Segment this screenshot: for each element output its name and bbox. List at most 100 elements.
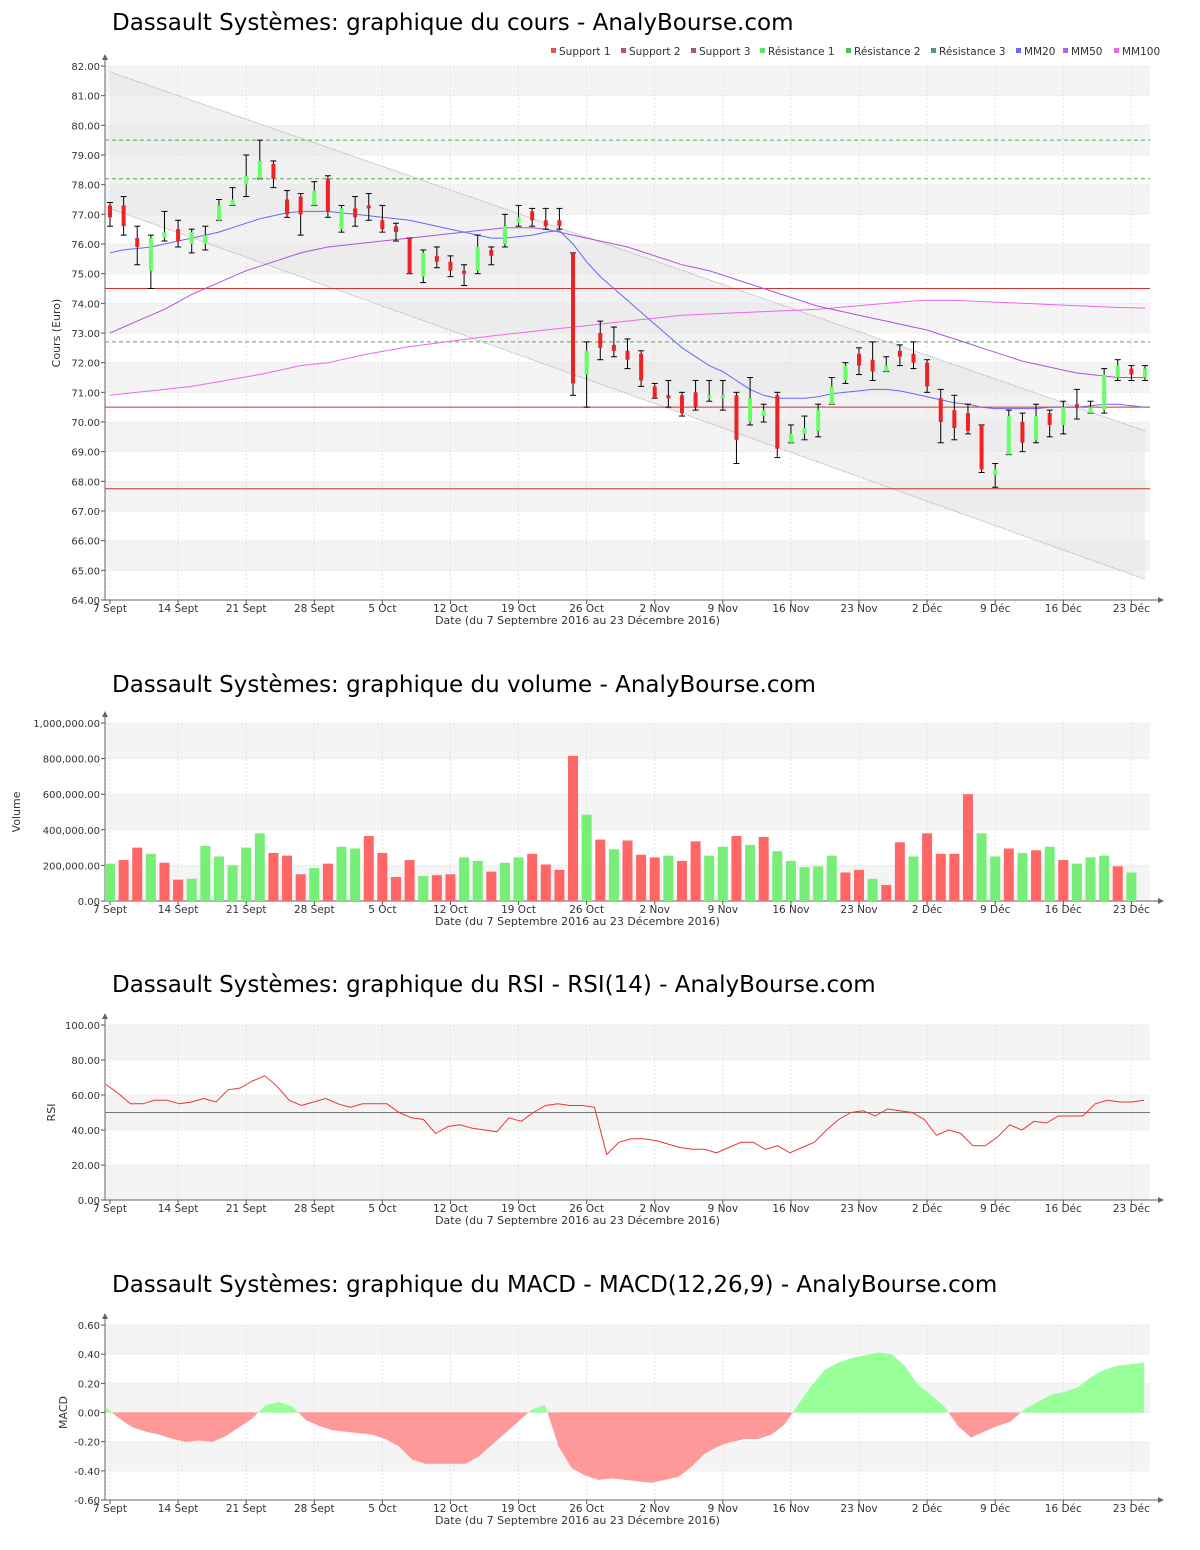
candle-body (407, 238, 412, 274)
macd-area-segment (451, 1412, 466, 1464)
candle (175, 219, 182, 248)
candle-body (625, 350, 630, 360)
macd-area-segment (238, 1412, 253, 1428)
candle-body (1074, 404, 1079, 408)
volume-bar (717, 846, 728, 901)
y-tick-label: 79.00 (71, 151, 100, 162)
legend-entry: MM100 (1122, 46, 1160, 58)
volume-bar (935, 853, 946, 901)
y-tick-label: 0.60 (78, 1321, 100, 1332)
volume-bar (118, 860, 129, 901)
candle (678, 391, 685, 417)
volume-bar (431, 875, 442, 901)
trend-channel-lower (109, 207, 1146, 580)
rsi-chart-title: Dassault Systèmes: graphique du RSI - RS… (112, 972, 876, 998)
macd-area-segment (258, 1405, 266, 1413)
x-tick-label: 7 Sept (93, 1203, 127, 1215)
candle-body (802, 427, 807, 434)
legend-entry: MM20 (1024, 46, 1055, 58)
candle (284, 190, 291, 218)
candle (706, 379, 713, 402)
x-axis-title: Date (du 7 Septembre 2016 au 23 Décembre… (435, 1514, 720, 1527)
x-tick-label: 28 Sept (294, 904, 335, 916)
volume-bar (268, 852, 279, 901)
y-tick-label: 800,000.00 (43, 755, 100, 766)
x-axis-title: Date (du 7 Septembre 2016 au 23 Décembre… (435, 1214, 720, 1227)
candle (869, 341, 876, 381)
volume-bar (159, 862, 170, 901)
candle (352, 196, 359, 227)
macd-area-segment (252, 1412, 259, 1419)
y-tick-label: 81.00 (71, 92, 100, 103)
x-tick-label: 2 Nov (639, 603, 670, 615)
legend-entry: Résistance 1 (768, 46, 835, 58)
volume-bar (608, 849, 619, 901)
volume-bar (1112, 866, 1123, 901)
volume-bar (772, 851, 783, 901)
x-tick-label: 9 Déc (980, 1203, 1011, 1215)
candle-body (353, 208, 358, 218)
x-tick-label: 12 Oct (433, 603, 468, 615)
candle-body (611, 344, 616, 351)
background-band (105, 1383, 1150, 1413)
y-tick-label: 72.00 (71, 359, 100, 370)
macd-area-segment (331, 1412, 346, 1432)
candle-body (121, 205, 126, 227)
candle-body (897, 350, 902, 357)
x-tick-label: 28 Sept (294, 1203, 335, 1215)
macd-area-segment (948, 1412, 958, 1426)
volume-bar (908, 856, 919, 901)
y-tick-label: 68.00 (71, 477, 100, 488)
candle-body (325, 178, 330, 212)
x-axis-title: Date (du 7 Septembre 2016 au 23 Décembre… (435, 915, 720, 928)
macd-area-segment (518, 1412, 529, 1422)
legend-entry: Support 1 (559, 46, 611, 58)
volume-bar (200, 845, 211, 901)
macd-area-segment (1077, 1376, 1092, 1413)
volume-bar (826, 855, 837, 901)
y-tick-label: 0.00 (78, 897, 100, 908)
volume-bar (867, 878, 878, 901)
candle-body (598, 333, 603, 348)
x-tick-label: 23 Déc (1113, 1503, 1150, 1515)
volume-bar (336, 846, 347, 901)
volume-bar (922, 833, 933, 901)
macd-area-segment (598, 1412, 612, 1480)
y-tick-label: 40.00 (71, 1126, 100, 1137)
y-tick-label: 0.20 (78, 1379, 100, 1390)
legend-entry: Résistance 3 (939, 46, 1006, 58)
candle (638, 350, 645, 387)
candle (1101, 368, 1108, 414)
x-tick-label: 23 Nov (840, 904, 877, 916)
x-tick-label: 7 Sept (93, 1503, 127, 1515)
x-tick-label: 16 Déc (1045, 1503, 1082, 1515)
candle-body (816, 410, 821, 431)
candle-body (176, 229, 181, 242)
volume-bar (309, 868, 320, 901)
macd-area-segment (584, 1412, 599, 1480)
candle-body (502, 226, 507, 244)
x-tick-label: 16 Déc (1045, 1203, 1082, 1215)
volume-bar (813, 866, 824, 901)
y-tick-label: 65.00 (71, 566, 100, 577)
candle-body (285, 199, 290, 215)
macd-area-segment (744, 1412, 759, 1439)
volume-bar (445, 874, 456, 901)
candle (856, 347, 863, 376)
macd-area-segment (1103, 1365, 1118, 1413)
volume-bar (527, 853, 538, 901)
price-chart-title: Dassault Systèmes: graphique du cours - … (112, 10, 794, 36)
candle-body (530, 211, 535, 221)
background-band (105, 794, 1150, 830)
y-tick-label: 64.00 (71, 596, 100, 607)
y-tick-label: 70.00 (71, 418, 100, 429)
candle (692, 379, 699, 411)
x-tick-label: 2 Nov (639, 1503, 670, 1515)
x-tick-label: 16 Déc (1045, 603, 1082, 615)
legend-swatch (760, 48, 765, 53)
mm20-line (109, 210, 1146, 410)
volume-bar (745, 844, 756, 901)
candle-body (911, 353, 916, 363)
macd-area-segment (225, 1412, 240, 1437)
x-tick-label: 5 Oct (368, 603, 396, 615)
